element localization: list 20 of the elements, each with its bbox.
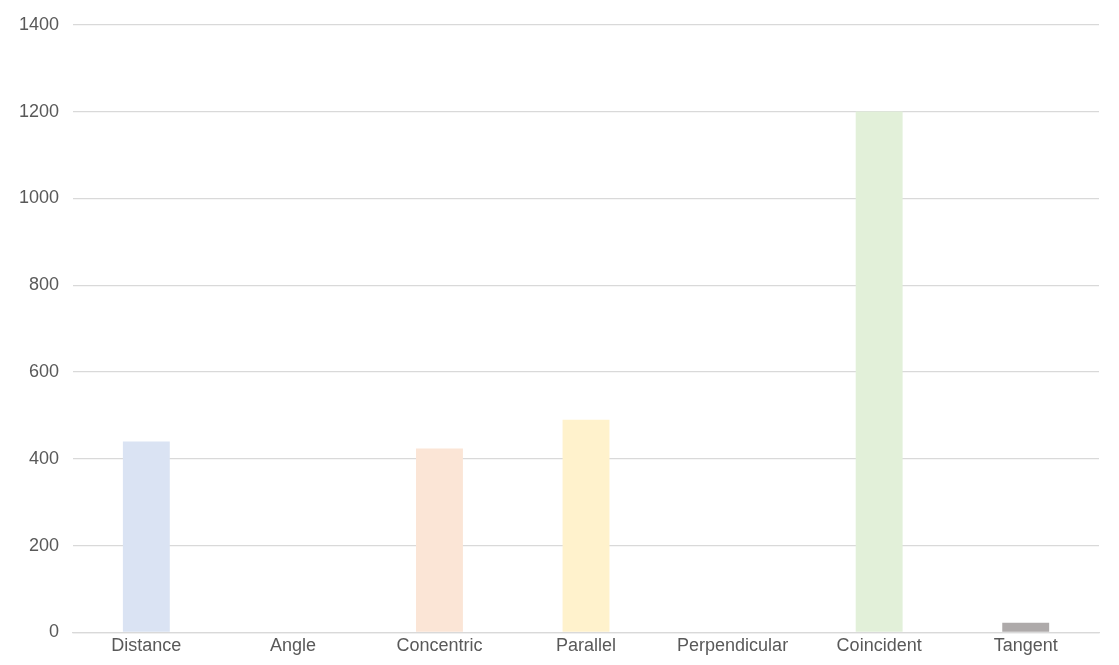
y-tick-label: 1200: [19, 100, 60, 121]
x-tick-label: Parallel: [556, 635, 617, 656]
bar: [416, 448, 463, 632]
y-tick-label: 1000: [19, 187, 60, 208]
bar: [1002, 622, 1050, 632]
y-tick-label: 0: [49, 621, 60, 642]
y-tick-label: 800: [29, 274, 60, 295]
x-tick-label: Tangent: [993, 635, 1058, 656]
bar: [855, 111, 903, 632]
y-tick-label: 400: [29, 447, 60, 468]
y-tick-label: 1400: [19, 13, 60, 34]
x-tick-label: Concentric: [396, 635, 483, 656]
bar: [562, 419, 610, 632]
y-tick-label: 200: [29, 534, 60, 555]
x-tick-label: Perpendicular: [677, 635, 789, 656]
x-tick-label: Coincident: [836, 635, 922, 656]
x-tick-label: Distance: [111, 635, 182, 656]
x-tick-label: Angle: [269, 635, 316, 656]
bar: [122, 441, 170, 632]
y-tick-label: 600: [29, 360, 60, 381]
